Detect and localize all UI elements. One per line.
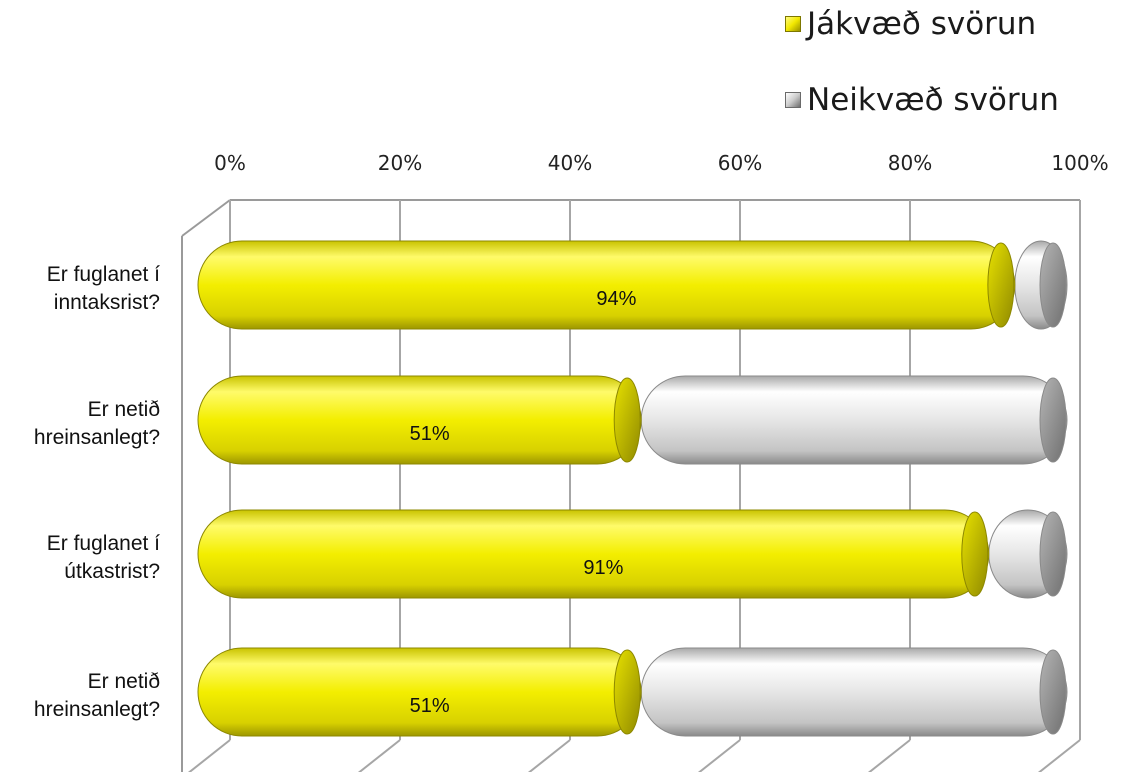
data-label: 91% xyxy=(583,557,623,579)
legend-swatch-negative xyxy=(785,92,801,108)
category-label-line: inntaksrist? xyxy=(54,291,160,314)
category-label: Er netið hreinsanlegt? xyxy=(34,670,160,721)
bar-negative xyxy=(640,647,1068,737)
data-labels: 94% 51% 91% 51% xyxy=(410,288,637,717)
category-label-line: hreinsanlegt? xyxy=(34,698,160,721)
floor-gridline xyxy=(357,739,401,772)
bar-positive xyxy=(197,240,1016,330)
category-label-line: Er fuglanet í xyxy=(47,532,160,555)
x-tick-label: 40% xyxy=(548,151,592,175)
x-tick-label: 100% xyxy=(1051,151,1108,175)
x-tick-label: 0% xyxy=(214,151,246,175)
bar-positive-cap xyxy=(613,649,641,735)
x-tick-label: 60% xyxy=(718,151,762,175)
bar-positive xyxy=(197,509,990,599)
legend-label-negative: Neikvæð svörun xyxy=(807,82,1059,118)
legend-swatch-positive xyxy=(785,16,801,32)
bar-negative xyxy=(640,375,1068,465)
category-label-line: Er fuglanet í xyxy=(47,263,160,286)
floor-gridline xyxy=(867,739,911,772)
legend-item-positive: Jákvæð svörun xyxy=(785,6,1036,42)
category-label: Er fuglanet í inntaksrist? xyxy=(47,263,160,314)
bar-positive-cap xyxy=(987,242,1015,328)
bar-positive-cap xyxy=(613,377,641,463)
category-label: Er fuglanet í útkastrist? xyxy=(47,532,160,583)
category-labels: Er fuglanet í inntaksrist? Er netið hreinsa… xyxy=(34,263,160,721)
side-wall-top xyxy=(181,199,231,237)
data-label: 51% xyxy=(410,695,450,717)
floor-gridline xyxy=(1037,739,1081,772)
bars xyxy=(197,240,1068,737)
bar-negative-cap xyxy=(1039,242,1067,328)
bar-positive xyxy=(197,647,642,737)
x-tick-label: 20% xyxy=(378,151,422,175)
category-label-line: Er netið xyxy=(88,670,160,693)
bar-negative-cap xyxy=(1039,649,1067,735)
bar-negative-cap xyxy=(1039,511,1067,597)
category-label: Er netið hreinsanlegt? xyxy=(34,398,160,449)
bar-positive-cap xyxy=(961,511,989,597)
legend-label-positive: Jákvæð svörun xyxy=(807,6,1037,42)
data-label: 51% xyxy=(410,423,450,445)
floor-gridline xyxy=(697,739,741,772)
bar-negative-cap xyxy=(1039,377,1067,463)
bar-positive xyxy=(197,375,642,465)
category-label-line: Er netið xyxy=(88,398,160,421)
category-label-line: útkastrist? xyxy=(64,560,160,583)
floor-gridline xyxy=(527,739,571,772)
legend-item-negative: Neikvæð svörun xyxy=(785,82,1059,118)
category-label-line: hreinsanlegt? xyxy=(34,426,160,449)
x-axis-ticks: 0% 20% 40% 60% 80% 100% xyxy=(214,151,1108,175)
x-tick-label: 80% xyxy=(888,151,932,175)
data-label: 94% xyxy=(596,288,636,310)
floor-gridline xyxy=(187,739,231,772)
